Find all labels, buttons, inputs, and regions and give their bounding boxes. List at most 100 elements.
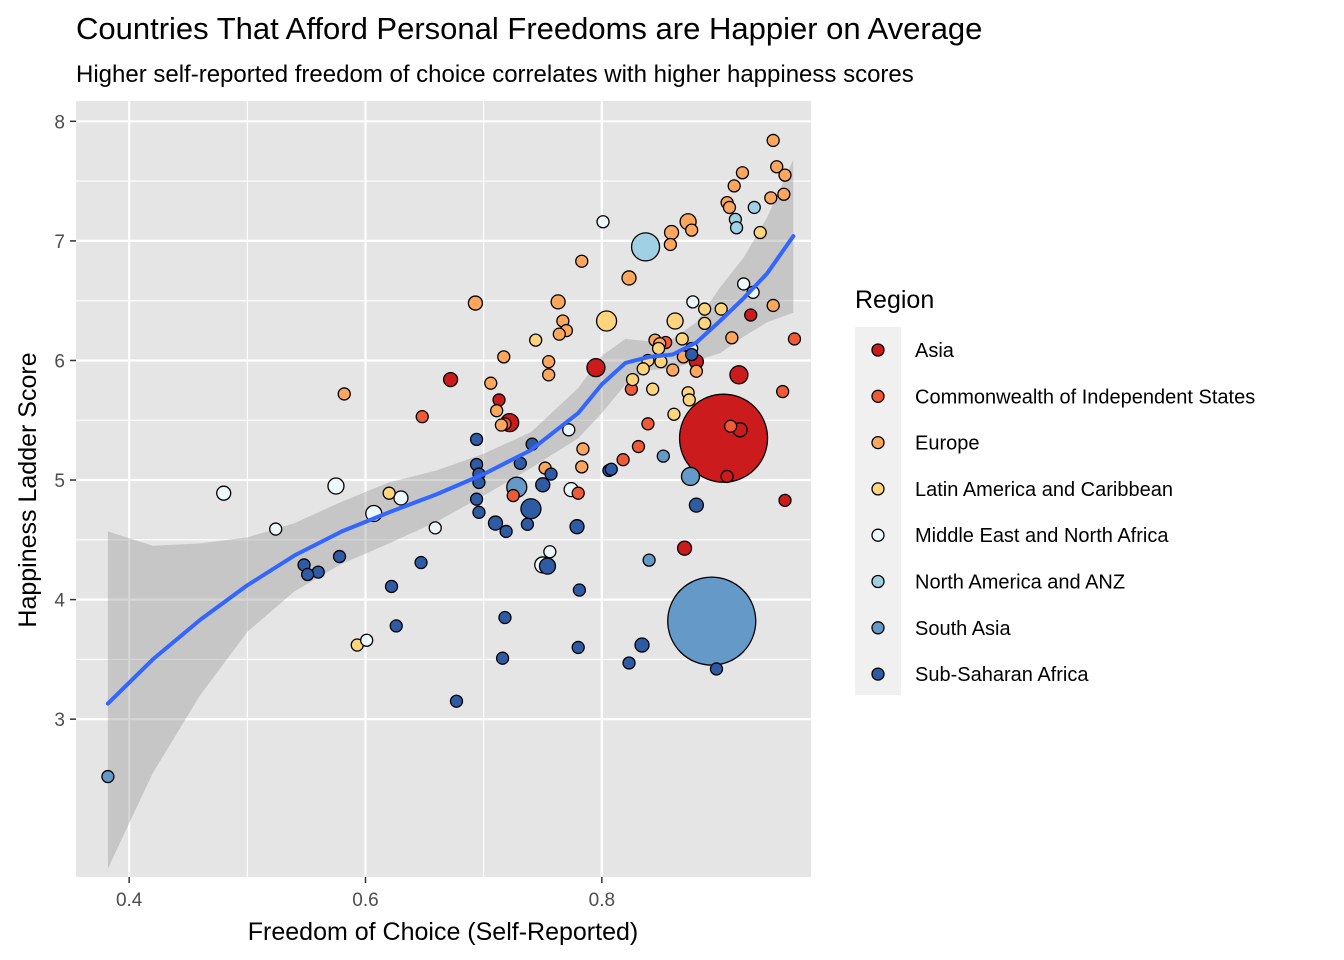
- legend-key: [871, 389, 885, 403]
- data-point: South Asia: [101, 769, 115, 784]
- legend-label: South Asia: [915, 618, 1012, 640]
- data-point: Europe: [766, 133, 780, 148]
- data-point: Sub-Saharan Africa: [572, 583, 587, 597]
- y-tick-label: 6: [54, 351, 65, 372]
- x-axis-title: Freedom of Choice (Self-Reported): [248, 918, 638, 946]
- data-point: South Asia: [642, 553, 656, 567]
- data-point: Asia: [586, 357, 606, 378]
- data-point: Sub-Saharan Africa: [449, 694, 464, 708]
- legend-key: [871, 621, 885, 635]
- data-point: Europe: [467, 295, 484, 311]
- legend: Region Asia Commonwealth of Independent S…: [855, 286, 1255, 695]
- y-tick-label: 5: [54, 471, 65, 492]
- data-point: Europe: [337, 387, 351, 401]
- data-point: Europe: [766, 298, 780, 313]
- data-point: Asia: [729, 365, 749, 385]
- data-point: Middle East and North Africa: [543, 545, 557, 559]
- data-point: Europe: [542, 368, 556, 382]
- data-point: Sub-Saharan Africa: [384, 579, 399, 594]
- data-point: Europe: [497, 350, 511, 364]
- data-point: Middle East and North Africa: [360, 633, 374, 647]
- data-point: Middle East and North Africa: [686, 295, 700, 309]
- x-tick-label: 0.8: [589, 890, 615, 911]
- data-point: Latin America and Caribbean: [714, 302, 728, 316]
- data-point: Latin America and Caribbean: [682, 393, 696, 407]
- data-point: Sub-Saharan Africa: [498, 610, 512, 625]
- data-point: Middle East and North Africa: [428, 521, 442, 535]
- data-point: Sub-Saharan Africa: [569, 519, 585, 535]
- data-point: Europe: [685, 223, 699, 237]
- legend-key: [871, 482, 885, 496]
- data-point: Europe: [575, 254, 589, 268]
- data-point: Europe: [735, 166, 750, 180]
- data-point: Europe: [727, 179, 741, 193]
- data-point: Latin America and Caribbean: [636, 362, 650, 376]
- legend-key: [871, 343, 885, 357]
- data-point: Sub-Saharan Africa: [685, 347, 699, 362]
- data-point: Latin America and Caribbean: [675, 332, 689, 346]
- legend-title: Region: [855, 286, 934, 314]
- smooth-line-layer: [105, 234, 796, 706]
- data-point: Asia: [678, 393, 769, 483]
- data-point: Asia: [744, 308, 758, 322]
- data-point: Commonwealth of Independent States: [616, 453, 630, 467]
- data-point: Middle East and North Africa: [393, 490, 409, 506]
- data-point: Commonwealth of Independent States: [641, 417, 655, 431]
- data-point: Middle East and North Africa: [269, 522, 283, 536]
- y-tick-label: 4: [54, 591, 65, 612]
- data-point: Middle East and North Africa: [736, 277, 751, 291]
- data-point: Latin America and Caribbean: [651, 341, 666, 356]
- legend-label: Asia: [915, 340, 955, 362]
- data-point: North America and ANZ: [630, 232, 661, 262]
- data-point: Sub-Saharan Africa: [487, 515, 504, 531]
- data-point: Europe: [484, 376, 498, 390]
- y-tick-label: 3: [54, 710, 65, 731]
- data-point: Commonwealth of Independent States: [723, 419, 738, 433]
- data-point: Commonwealth of Independent States: [506, 488, 520, 503]
- data-point: Europe: [490, 404, 504, 418]
- data-point: Middle East and North Africa: [596, 215, 610, 229]
- data-point: Asia: [492, 393, 506, 407]
- data-point: Europe: [575, 460, 589, 474]
- data-point: North America and ANZ: [729, 221, 744, 235]
- y-axis-title: Happiness Ladder Score: [14, 352, 42, 627]
- x-tick-label: 0.6: [352, 890, 378, 911]
- data-point: Latin America and Caribbean: [646, 382, 660, 396]
- x-tick-label: 0.4: [116, 890, 143, 911]
- data-point: Europe: [576, 442, 590, 456]
- data-point: Commonwealth of Independent States: [775, 384, 790, 399]
- data-point: Europe: [552, 327, 566, 341]
- data-point: Sub-Saharan Africa: [688, 497, 705, 513]
- data-point: Asia: [442, 371, 459, 388]
- legend-label: North America and ANZ: [915, 572, 1125, 594]
- legend-label: Sub-Saharan Africa: [915, 664, 1089, 686]
- data-point: Latin America and Caribbean: [666, 312, 684, 330]
- data-point: South Asia: [656, 449, 670, 463]
- data-point: Latin America and Caribbean: [595, 310, 618, 332]
- data-point: Europe: [725, 331, 739, 345]
- chart-subtitle: Higher self-reported freedom of choice c…: [76, 61, 914, 88]
- data-point: Sub-Saharan Africa: [538, 557, 557, 575]
- data-point: Europe: [722, 200, 737, 215]
- data-point: Sub-Saharan Africa: [472, 505, 486, 519]
- data-point: Middle East and North Africa: [562, 423, 576, 437]
- data-point: Sub-Saharan Africa: [414, 555, 428, 570]
- data-point: South Asia: [680, 466, 701, 487]
- data-point: Sub-Saharan Africa: [535, 477, 551, 493]
- data-point: Sub-Saharan Africa: [622, 656, 636, 670]
- y-tick-label: 8: [54, 112, 65, 133]
- data-point: Commonwealth of Independent States: [415, 410, 429, 424]
- data-point: Sub-Saharan Africa: [571, 640, 585, 655]
- data-point: Commonwealth of Independent States: [787, 332, 802, 346]
- data-point: South Asia: [667, 576, 757, 666]
- data-point: Asia: [676, 540, 693, 556]
- data-point: Sub-Saharan Africa: [469, 432, 484, 447]
- data-point: North America and ANZ: [747, 200, 761, 215]
- data-point: Sub-Saharan Africa: [300, 567, 315, 582]
- data-point: Asia: [778, 493, 792, 508]
- data-point: Sub-Saharan Africa: [469, 492, 484, 506]
- legend-label: Commonwealth of Independent States: [915, 386, 1255, 408]
- data-point: Middle East and North Africa: [327, 477, 345, 495]
- data-point: Latin America and Caribbean: [529, 333, 543, 347]
- major-gridlines: [76, 101, 811, 877]
